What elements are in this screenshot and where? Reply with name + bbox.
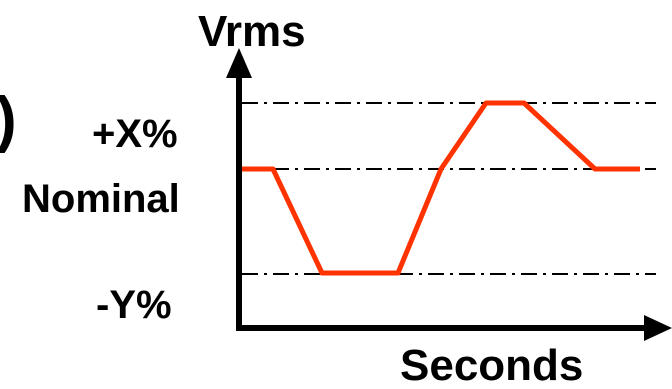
upper-limit-label: +X% [92, 112, 178, 156]
x-axis-label: Seconds [400, 341, 583, 389]
lower-limit-label: -Y% [96, 283, 172, 327]
nominal-label: Nominal [22, 177, 180, 221]
clipped-parenthesis: ) [0, 85, 17, 154]
y-axis-arrowhead [226, 48, 252, 78]
rms-voltage-waveform [242, 100, 640, 276]
y-axis-label: Vrms [198, 7, 306, 56]
x-axis-arrowhead [644, 315, 672, 341]
